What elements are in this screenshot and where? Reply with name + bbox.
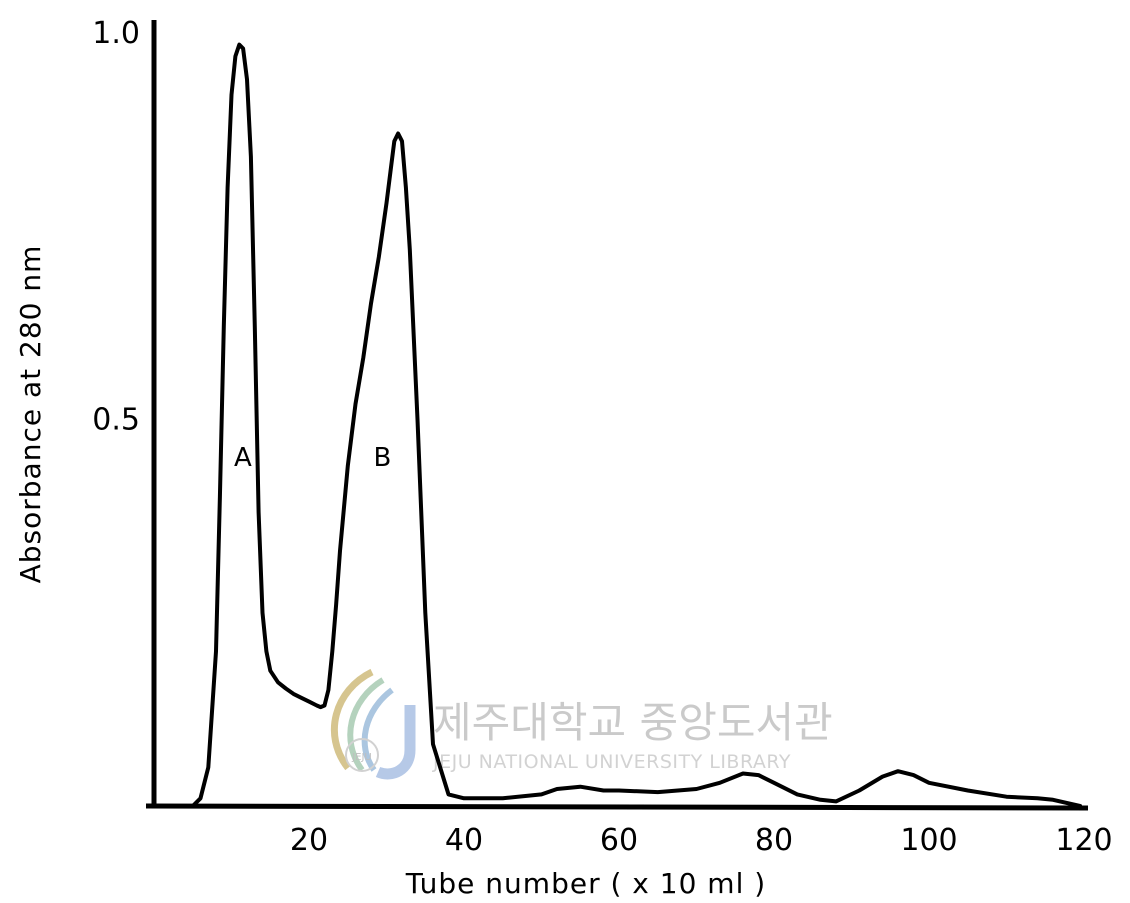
x-tick-label: 40 xyxy=(445,823,483,858)
watermark-logo-text: JEJU xyxy=(351,752,372,763)
x-tick-label: 60 xyxy=(600,823,638,858)
library-seal-icon: JEJU xyxy=(330,668,416,780)
x-tick-label: 80 xyxy=(755,823,793,858)
y-axis-title: Absorbance at 280 nm xyxy=(14,245,47,584)
watermark-subtitle: JEJU NATIONAL UNIVERSITY LIBRARY xyxy=(432,751,791,773)
y-tick-label: 1.0 xyxy=(92,16,140,51)
y-tick-labels: 0.5 1.0 xyxy=(92,16,140,438)
x-axis-title: Tube number ( x 10 ml ) xyxy=(405,867,766,900)
absorbance-series-line xyxy=(152,42,1083,808)
x-tick-labels: 20 40 60 80 100 120 xyxy=(290,823,1113,858)
peak-label: A xyxy=(234,443,252,473)
watermark: JEJU 제주대학교 중앙도서관 JEJU NATIONAL UNIVERSIT… xyxy=(330,668,833,780)
x-tick-label: 120 xyxy=(1055,823,1112,858)
x-axis xyxy=(145,803,1089,811)
x-tick-label: 20 xyxy=(290,823,328,858)
x-tick-label: 100 xyxy=(900,823,957,858)
peak-label: B xyxy=(373,443,391,473)
watermark-title: 제주대학교 중앙도서관 xyxy=(433,698,833,747)
y-tick-label: 0.5 xyxy=(92,403,140,438)
